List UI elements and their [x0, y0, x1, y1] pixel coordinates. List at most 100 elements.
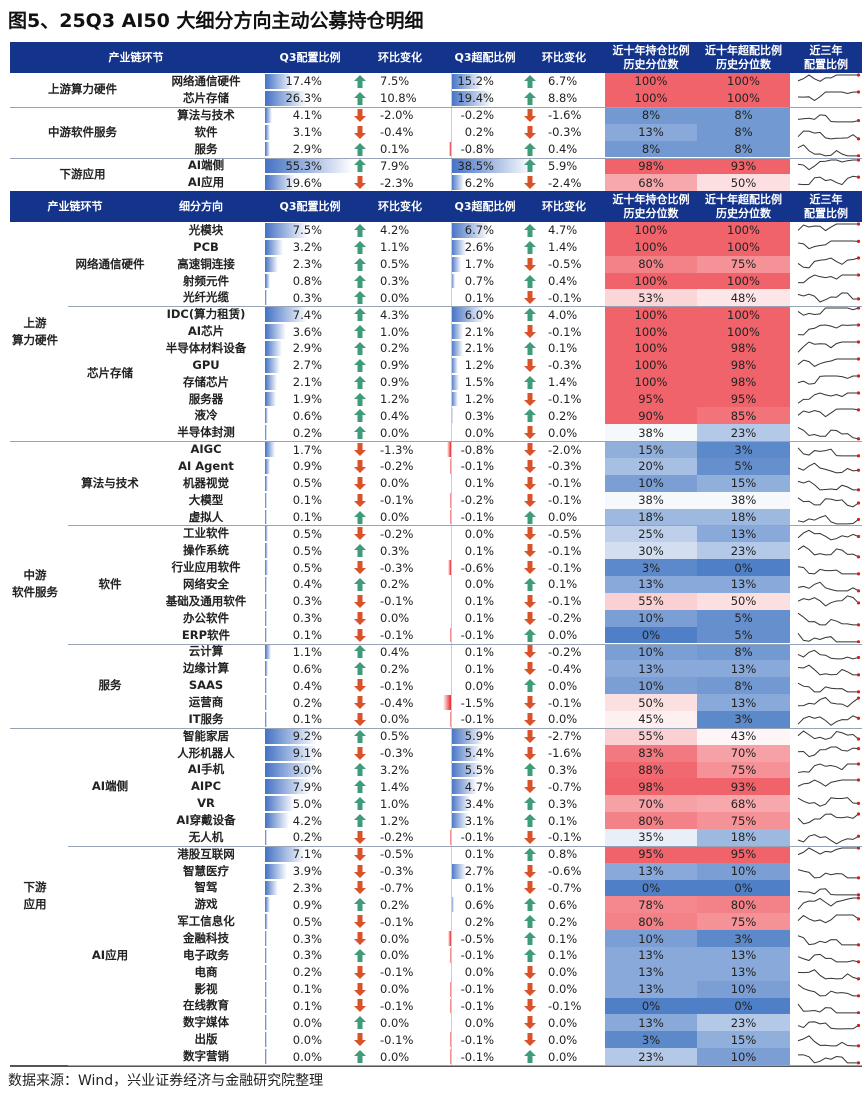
arrow-up-icon: [354, 91, 366, 105]
arrow-down-icon: [524, 125, 536, 139]
sparkline-end-point: [856, 454, 861, 458]
overweight-percentile: 8%: [697, 677, 790, 695]
arrow-up-icon: [354, 159, 366, 173]
q3-allocation-value: 4.2%: [292, 813, 322, 828]
q3-allocation-value: 7.9%: [292, 779, 322, 794]
arrow-down-icon: [354, 982, 366, 996]
sparkline-end-point: [856, 846, 861, 850]
overweight-bar: [451, 90, 492, 106]
holding-percentile: 10%: [605, 930, 697, 947]
arrow-down-icon: [524, 443, 536, 457]
sparkline-end-point: [856, 118, 861, 122]
holding-percentile: 10%: [605, 643, 697, 661]
sparkline-path: [797, 324, 859, 336]
overweight-bar: [451, 728, 485, 744]
overweight-bar: [451, 175, 465, 191]
q3-allocation-bar: [265, 644, 272, 660]
overweight-bar: [451, 158, 532, 174]
item-label: 边缘计算: [183, 661, 229, 676]
q3-allocation-bar: [265, 897, 271, 913]
overweight-change-value: -0.1%: [548, 998, 582, 1013]
arrow-down-icon: [524, 1033, 536, 1047]
item-label: AI应用: [187, 175, 225, 190]
overweight-negative-bar: [450, 509, 451, 525]
q3-allocation-bar: [265, 357, 281, 373]
three-year-sparkline: [797, 447, 861, 458]
arrow-down-icon: [524, 176, 536, 190]
q3-allocation-value: 9.0%: [292, 762, 322, 777]
q3-allocation-bar: [265, 290, 267, 306]
sparkline-path: [797, 240, 859, 250]
three-year-sparkline: [797, 90, 861, 101]
holding-percentile: 10%: [605, 677, 697, 695]
sparkline-end-point: [856, 239, 861, 243]
overweight-change-value: 4.0%: [548, 307, 578, 322]
three-year-sparkline: [797, 462, 861, 474]
q3-allocation-value: 0.8%: [292, 274, 322, 288]
holding-percentile: 20%: [605, 458, 697, 475]
holding-percentile: 0%: [605, 879, 697, 897]
overweight-value: 0.1%: [464, 644, 494, 659]
item-label: IDC(算力租赁): [166, 307, 246, 322]
arrow-up-icon: [524, 763, 536, 777]
arrow-down-icon: [524, 830, 536, 844]
arrow-up-icon: [354, 257, 366, 271]
sparkline-path: [797, 897, 859, 911]
sparkline-end-point: [856, 1061, 861, 1065]
group-divider: [10, 157, 862, 159]
overweight-change-value: 0.4%: [548, 142, 578, 157]
top_table-header-cell: 近十年持仓比例 历史分位数: [612, 43, 690, 71]
holding-percentile: 13%: [605, 963, 697, 981]
holding-percentile: 100%: [605, 373, 697, 391]
q3-change-value: 0.0%: [380, 290, 410, 305]
subgroup-label: 软件: [98, 576, 122, 591]
sparkline-path: [797, 292, 859, 304]
q3-allocation-value: 0.1%: [292, 510, 322, 525]
sparkline-end-point: [856, 746, 861, 750]
q3-allocation-value: 0.6%: [292, 408, 322, 423]
sparkline-end-point: [856, 535, 861, 539]
three-year-sparkline: [797, 256, 861, 269]
sparkline-path: [797, 797, 859, 808]
holding-percentile: 100%: [605, 272, 697, 290]
q3-change-value: -0.1%: [380, 1032, 414, 1047]
q3-allocation-bar: [265, 273, 270, 289]
q3-allocation-value: 1.9%: [292, 392, 322, 407]
arrow-up-icon: [524, 308, 536, 322]
three-year-sparkline: [797, 143, 861, 158]
holding-percentile: 55%: [605, 592, 697, 610]
three-year-sparkline: [797, 73, 861, 82]
holding-percentile: 80%: [605, 255, 697, 273]
bottom_table-header-cell: 环比变化: [542, 199, 586, 213]
overweight-percentile: 100%: [697, 222, 790, 239]
overweight-bar: [451, 779, 478, 795]
q3-change-value: 1.0%: [380, 324, 410, 339]
arrow-up-icon: [354, 142, 366, 156]
arrow-up-icon: [354, 577, 366, 591]
q3-change-value: -0.4%: [380, 125, 414, 140]
overweight-change-value: -0.2%: [548, 644, 582, 659]
q3-allocation-value: 17.4%: [285, 74, 322, 89]
three-year-sparkline: [797, 408, 861, 418]
q3-allocation-bar: [265, 880, 279, 896]
sparkline-end-point: [856, 222, 861, 226]
q3-allocation-value: 9.2%: [292, 729, 322, 744]
arrow-down-icon: [524, 746, 536, 760]
overweight-change-value: 0.0%: [548, 1049, 578, 1064]
three-year-sparkline: [797, 730, 861, 741]
group-divider: [10, 1065, 862, 1067]
overweight-bar: [451, 341, 463, 356]
q3-allocation-value: 3.2%: [292, 240, 322, 255]
three-year-sparkline: [797, 778, 861, 788]
top_table-header-cell: 近三年 配置比例: [804, 43, 848, 71]
sparkline-end-point: [856, 306, 861, 310]
sparkline-end-point: [856, 993, 861, 998]
overweight-value: 2.7%: [464, 864, 494, 879]
overweight-value: 3.4%: [464, 796, 494, 811]
arrow-down-icon: [524, 358, 536, 372]
q3-allocation-bar: [265, 964, 267, 980]
sparkline-end-point: [856, 943, 861, 947]
holding-percentile: 78%: [605, 896, 697, 914]
holding-percentile: 8%: [605, 140, 697, 158]
item-label: 光纤光缆: [183, 290, 229, 305]
